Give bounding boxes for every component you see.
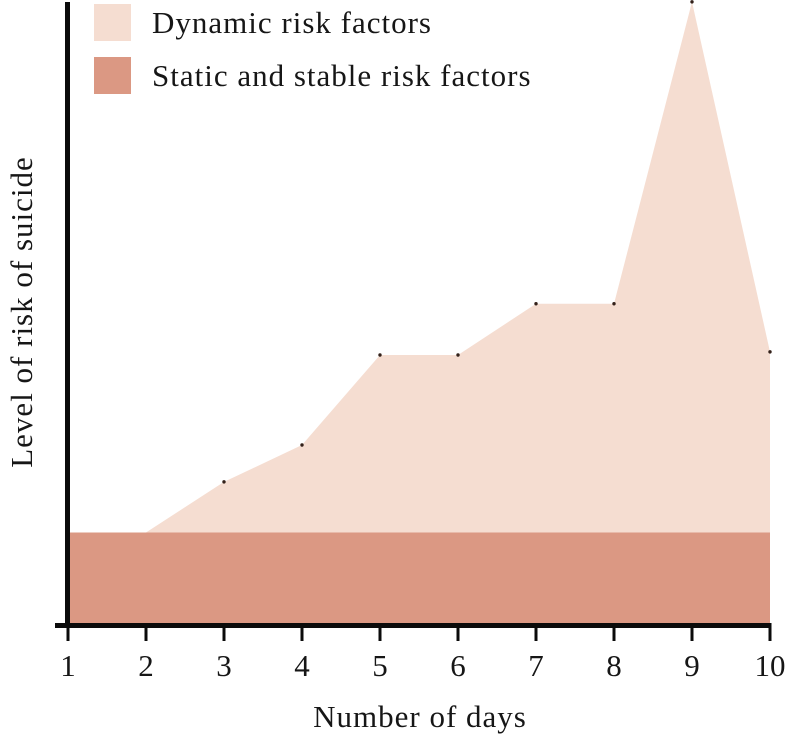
vertex-dot bbox=[612, 302, 616, 306]
dynamic-risk-area bbox=[68, 1, 770, 533]
legend-label-dynamic: Dynamic risk factors bbox=[152, 5, 432, 40]
static-risk-area bbox=[68, 532, 770, 625]
legend-item-static: Static and stable risk factors bbox=[94, 57, 532, 94]
x-tick-label: 4 bbox=[294, 648, 310, 683]
x-tick-label: 10 bbox=[755, 648, 786, 683]
x-tick-label: 5 bbox=[372, 648, 388, 683]
x-tick-label: 2 bbox=[138, 648, 154, 683]
vertex-dot bbox=[534, 302, 538, 306]
x-axis-title: Number of days bbox=[313, 699, 527, 734]
legend-swatch-static-icon bbox=[94, 57, 131, 94]
legend-swatch-dynamic-icon bbox=[94, 4, 131, 41]
vertex-dot bbox=[456, 353, 460, 357]
legend: Dynamic risk factors Static and stable r… bbox=[94, 4, 532, 94]
vertex-dot bbox=[768, 350, 772, 354]
vertex-dot bbox=[300, 443, 304, 447]
x-tick-label: 9 bbox=[684, 648, 700, 683]
y-axis-title: Level of risk of suicide bbox=[4, 156, 39, 468]
legend-label-static: Static and stable risk factors bbox=[152, 58, 532, 93]
x-tick-label: 7 bbox=[528, 648, 544, 683]
x-tick-label: 8 bbox=[606, 648, 622, 683]
legend-item-dynamic: Dynamic risk factors bbox=[94, 4, 532, 41]
vertex-dot bbox=[378, 353, 382, 357]
vertex-dot bbox=[222, 480, 226, 484]
vertex-dot bbox=[690, 0, 694, 4]
x-tick-label: 1 bbox=[60, 648, 76, 683]
x-tick-label: 6 bbox=[450, 648, 466, 683]
x-tick-label: 3 bbox=[216, 648, 232, 683]
